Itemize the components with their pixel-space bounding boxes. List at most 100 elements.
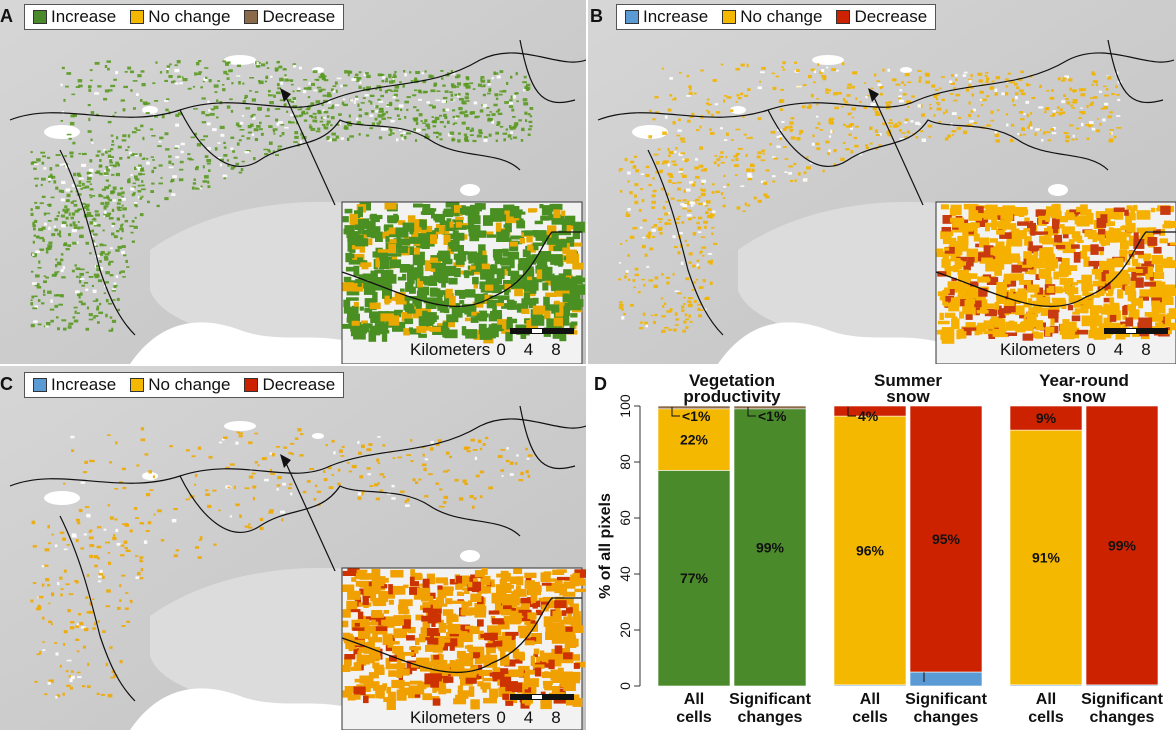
change-pixel: [633, 286, 636, 289]
change-pixel: [865, 144, 869, 147]
change-pixel: [672, 235, 676, 239]
inset-pixel: [415, 614, 424, 621]
change-pixel: [72, 141, 76, 145]
change-pixel: [985, 71, 989, 74]
change-pixel: [138, 164, 142, 168]
change-pixel: [469, 82, 474, 85]
change-pixel: [495, 131, 500, 135]
change-pixel: [431, 116, 434, 118]
change-pixel: [389, 101, 393, 106]
change-pixel: [168, 160, 172, 164]
change-pixel: [276, 488, 279, 491]
change-pixel: [887, 132, 891, 137]
inset-pixel: [563, 218, 574, 226]
inset-pixel: [565, 225, 572, 233]
change-pixel: [47, 290, 52, 294]
inset-pixel: [483, 586, 490, 591]
change-pixel: [711, 113, 714, 117]
change-pixel: [864, 82, 867, 84]
change-pixel: [41, 161, 45, 165]
change-pixel: [525, 470, 529, 474]
change-pixel: [294, 135, 299, 139]
change-pixel: [187, 157, 192, 160]
change-pixel: [813, 81, 816, 84]
change-pixel: [376, 124, 380, 126]
inset-pixel: [442, 609, 454, 616]
inset-pixel: [454, 212, 460, 217]
change-pixel: [295, 121, 298, 125]
change-pixel: [116, 202, 121, 205]
change-pixel: [391, 484, 395, 488]
change-pixel: [840, 105, 844, 108]
change-pixel: [840, 157, 845, 161]
change-pixel: [65, 188, 71, 192]
inset-pixel: [1046, 206, 1055, 216]
change-pixel: [94, 210, 99, 213]
change-pixel: [957, 116, 962, 119]
inset-pixel: [488, 324, 495, 328]
change-pixel: [885, 101, 889, 104]
inset-pixel: [347, 694, 356, 701]
inset-pixel: [447, 244, 455, 255]
change-pixel: [388, 128, 391, 131]
change-pixel: [735, 100, 738, 103]
inset-pixel: [479, 657, 484, 663]
change-pixel: [1109, 129, 1114, 131]
change-pixel: [740, 185, 745, 187]
inset-pixel: [386, 269, 394, 281]
change-pixel: [330, 116, 335, 120]
change-pixel: [906, 130, 911, 134]
change-pixel: [815, 115, 819, 118]
change-pixel: [64, 224, 68, 227]
change-pixel: [933, 114, 936, 117]
change-pixel: [945, 109, 948, 113]
change-pixel: [164, 197, 169, 201]
inset-pixel: [502, 645, 509, 652]
change-pixel: [284, 78, 289, 82]
change-pixel: [105, 271, 110, 275]
change-pixel: [392, 95, 396, 99]
inset-pixel: [420, 595, 434, 602]
inset-pixel: [563, 633, 576, 642]
inset-pixel: [353, 648, 361, 655]
inset-pixel: [445, 228, 456, 232]
change-pixel: [374, 117, 378, 121]
change-pixel: [1068, 78, 1073, 82]
change-pixel: [168, 155, 172, 158]
change-pixel: [107, 197, 110, 200]
change-pixel: [991, 80, 995, 83]
change-pixel: [37, 605, 42, 609]
change-pixel: [62, 692, 65, 696]
change-pixel: [781, 121, 785, 123]
change-pixel: [493, 71, 496, 75]
change-pixel: [415, 117, 418, 120]
change-pixel: [74, 209, 79, 213]
change-pixel: [171, 163, 175, 166]
change-pixel: [126, 620, 131, 623]
inset-pixel: [417, 286, 429, 296]
change-pixel: [736, 206, 741, 210]
change-pixel: [449, 91, 453, 93]
change-pixel: [293, 115, 299, 118]
change-pixel: [104, 186, 109, 190]
inset-pixel: [1129, 213, 1136, 221]
legend-label: Increase: [643, 7, 709, 26]
inset-pixel: [415, 637, 420, 646]
change-pixel: [424, 119, 428, 123]
change-pixel: [97, 580, 102, 583]
inset-pixel: [503, 605, 512, 610]
change-pixel: [356, 117, 359, 121]
change-pixel: [878, 144, 882, 147]
change-pixel: [88, 117, 91, 122]
legend-label: Decrease: [854, 7, 928, 26]
inset-pixel: [441, 586, 454, 596]
change-pixel: [70, 114, 75, 118]
change-pixel: [222, 88, 226, 92]
scale-bar-segment: [532, 329, 542, 333]
inset-pixel: [562, 598, 574, 605]
change-pixel: [678, 118, 681, 122]
inset-pixel: [1054, 234, 1063, 243]
inset-pixel: [393, 628, 407, 639]
change-pixel: [93, 243, 97, 246]
inset-pixel: [550, 305, 559, 311]
